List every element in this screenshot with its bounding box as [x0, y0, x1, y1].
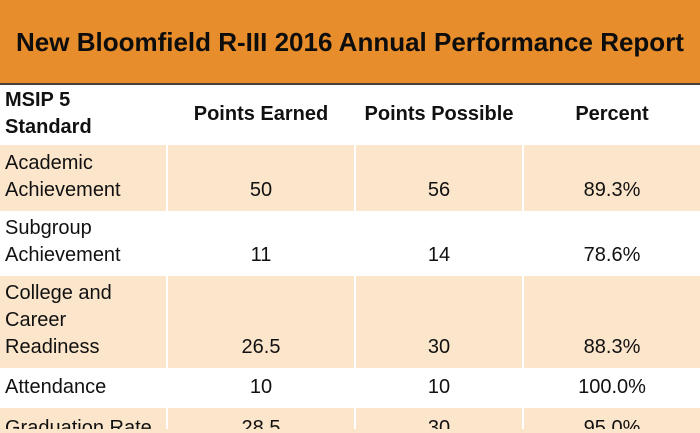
points-earned-cell: 50: [168, 145, 356, 211]
table-body: Academic Achievement 50 56 89.3% Subgrou…: [0, 145, 700, 433]
percent-cell: 78.6%: [524, 211, 700, 276]
standard-cell: Attendance: [0, 368, 168, 408]
points-earned-cell: 10: [168, 368, 356, 408]
standard-cell: Academic Achievement: [0, 145, 168, 211]
points-earned-cell: 26.5: [168, 276, 356, 368]
header-row: MSIP 5 Standard Points Earned Points Pos…: [0, 85, 700, 145]
points-possible-cell: 30: [356, 276, 524, 368]
points-possible-cell: 10: [356, 368, 524, 408]
percent-cell: 88.3%: [524, 276, 700, 368]
points-possible-cell: 14: [356, 211, 524, 276]
points-earned-cell: 11: [168, 211, 356, 276]
percent-cell: 100.0%: [524, 368, 700, 408]
header-standard: MSIP 5 Standard: [0, 85, 168, 145]
table-row-attendance: Attendance 10 10 100.0%: [0, 368, 700, 408]
bottom-stripe-divider: [0, 429, 700, 433]
header-points-possible: Points Possible: [356, 85, 524, 145]
table-row-academic-achievement: Academic Achievement 50 56 89.3%: [0, 145, 700, 211]
page-title: New Bloomfield R-III 2016 Annual Perform…: [16, 26, 684, 57]
header-points-earned: Points Earned: [168, 85, 356, 145]
performance-table: MSIP 5 Standard Points Earned Points Pos…: [0, 85, 700, 433]
points-possible-cell: 56: [356, 145, 524, 211]
percent-cell: 95.0%: [524, 408, 700, 433]
table-row-subgroup-achievement: Subgroup Achievement 11 14 78.6%: [0, 211, 700, 276]
percent-cell: 89.3%: [524, 145, 700, 211]
header-percent: Percent: [575, 102, 649, 125]
table-row-graduation-rate: Graduation Rate 28.5 30 95.0%: [0, 408, 700, 433]
table-row-college-career-readiness: College and Career Readiness 26.5 30 88.…: [0, 276, 700, 368]
standard-cell: College and Career Readiness: [0, 276, 168, 368]
points-possible-cell: 30: [356, 408, 524, 433]
table-header: MSIP 5 Standard Points Earned Points Pos…: [0, 85, 700, 145]
title-banner: New Bloomfield R-III 2016 Annual Perform…: [0, 0, 700, 85]
standard-cell: Subgroup Achievement: [0, 211, 168, 276]
